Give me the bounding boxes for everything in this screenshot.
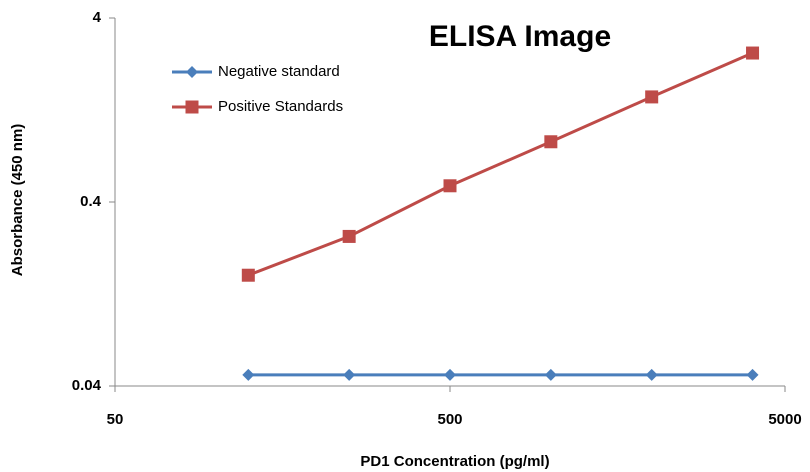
x-axis-label: PD1 Concentration (pg/ml) xyxy=(360,453,549,470)
data-point xyxy=(544,368,557,381)
legend-label: Negative standard xyxy=(218,63,340,80)
x-tick-label: 5000 xyxy=(768,411,801,428)
data-point xyxy=(343,368,356,381)
legend-marker xyxy=(185,100,199,114)
data-point xyxy=(242,368,255,381)
legend-label: Positive Standards xyxy=(218,98,343,115)
data-point xyxy=(645,368,658,381)
data-point xyxy=(443,179,457,193)
data-point xyxy=(342,229,356,243)
data-point xyxy=(746,368,759,381)
chart-title: ELISA Image xyxy=(429,20,611,53)
data-point xyxy=(645,90,659,104)
legend-marker xyxy=(186,66,198,78)
series-line xyxy=(247,51,754,277)
data-point xyxy=(544,135,558,149)
y-tick-label: 0.04 xyxy=(72,377,102,394)
x-tick-label: 500 xyxy=(437,411,462,428)
y-axis-label: Absorbance (450 nm) xyxy=(9,124,26,277)
data-point xyxy=(241,268,255,282)
x-tick-label: 50 xyxy=(107,411,124,428)
y-tick-label: 4 xyxy=(93,9,102,26)
data-point xyxy=(444,368,456,381)
y-tick-label: 0.4 xyxy=(80,193,102,210)
data-point xyxy=(746,46,760,60)
